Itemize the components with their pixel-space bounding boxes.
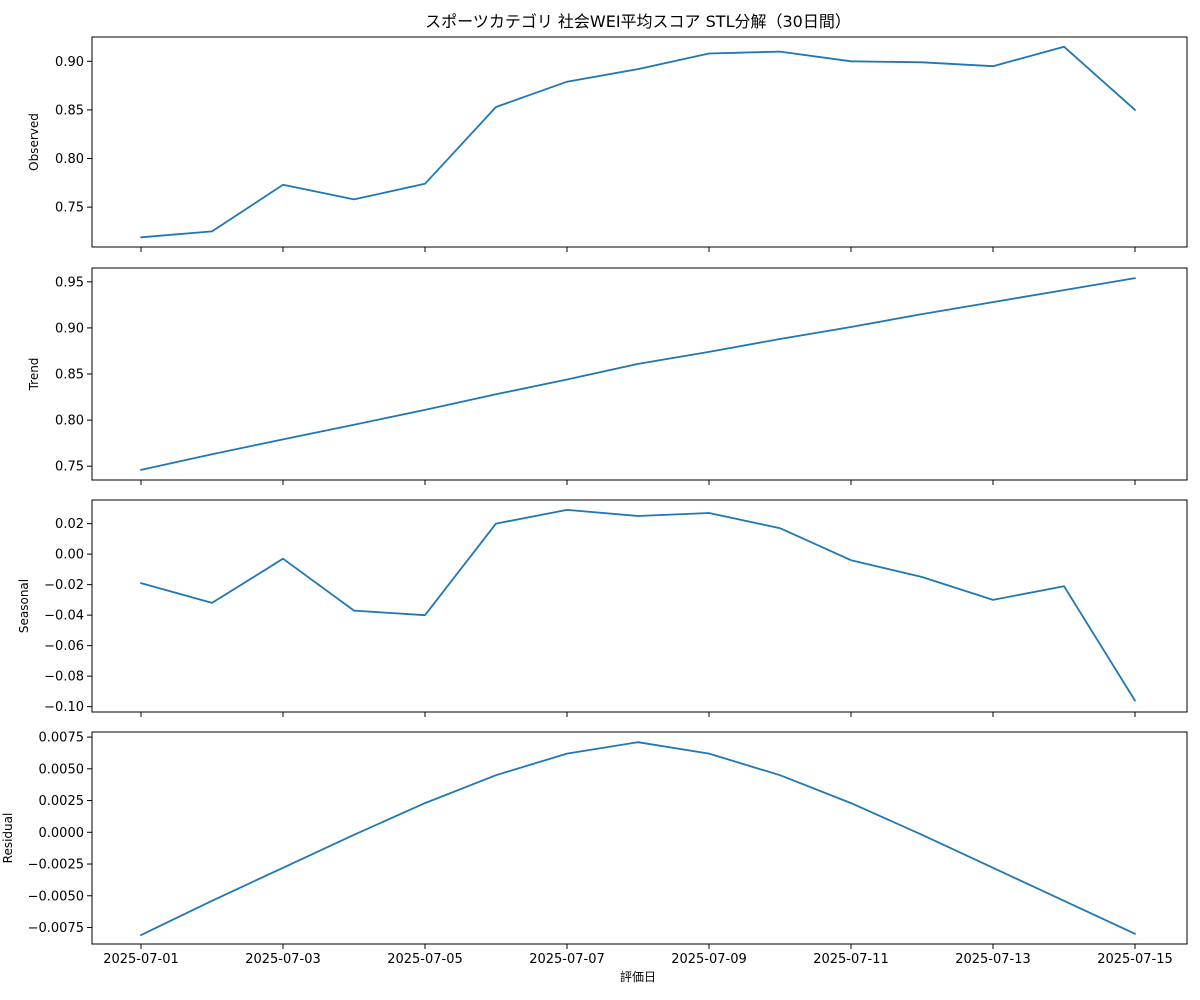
panel-seasonal: 0.02 0.00 −0.02 −0.04 −0.06 −0.08 −0.10 Seasona… bbox=[17, 499, 1188, 717]
y-tick-label: 0.0050 bbox=[39, 762, 85, 777]
y-tick-label: 0.0075 bbox=[39, 731, 85, 746]
y-tick-label: 0.80 bbox=[55, 152, 84, 167]
y-tick-label: 0.0025 bbox=[39, 794, 85, 809]
plot-frame bbox=[91, 731, 1188, 945]
x-tick-label: 2025-07-13 bbox=[955, 952, 1031, 967]
x-tick-label: 2025-07-15 bbox=[1097, 952, 1173, 967]
y-tick-label: −0.02 bbox=[44, 578, 84, 593]
y-tick-label: 0.85 bbox=[55, 103, 84, 118]
y-tick-label: −0.04 bbox=[44, 609, 84, 624]
y-tick-label: −0.10 bbox=[44, 700, 84, 715]
plot-frame bbox=[91, 499, 1188, 713]
y-axis-label-observed: Observed bbox=[27, 113, 41, 171]
y-tick-label: −0.0075 bbox=[28, 921, 84, 936]
y-tick-label: 0.00 bbox=[55, 548, 84, 563]
y-tick-label: −0.0050 bbox=[28, 889, 84, 904]
x-tick-label: 2025-07-09 bbox=[671, 952, 747, 967]
y-tick-label: 0.02 bbox=[55, 517, 84, 532]
plot-frame bbox=[91, 36, 1188, 248]
series-line-trend bbox=[140, 277, 1136, 471]
y-tick-label: −0.06 bbox=[44, 639, 84, 654]
y-tick-label: 0.85 bbox=[55, 368, 84, 383]
series-line-seasonal bbox=[140, 508, 1136, 702]
y-tick-label: −0.08 bbox=[44, 670, 84, 685]
y-axis-label-trend: Trend bbox=[27, 358, 41, 392]
x-tick-label: 2025-07-01 bbox=[103, 952, 179, 967]
x-tick-label: 2025-07-11 bbox=[813, 952, 889, 967]
y-tick-label: 0.90 bbox=[55, 321, 84, 336]
x-tick-label: 2025-07-05 bbox=[387, 952, 463, 967]
y-tick-label: 0.75 bbox=[55, 201, 84, 216]
x-tick-label: 2025-07-07 bbox=[529, 952, 605, 967]
panel-residual: 0.0075 0.0050 0.0025 0.0000 −0.0025 −0.0050 −0… bbox=[1, 731, 1188, 949]
x-axis-label: 評価日 bbox=[620, 969, 656, 984]
y-tick-label: 0.95 bbox=[55, 275, 84, 290]
y-tick-label: 0.75 bbox=[55, 460, 84, 475]
series-line-observed bbox=[140, 45, 1136, 239]
panel-trend: 0.75 0.80 0.85 0.90 0.95 Trend bbox=[27, 267, 1188, 485]
y-axis-label-seasonal: Seasonal bbox=[17, 579, 31, 633]
plot-frame bbox=[91, 267, 1188, 481]
x-tick-label: 2025-07-03 bbox=[245, 952, 321, 967]
y-axis-label-residual: Residual bbox=[1, 813, 15, 864]
y-tick-label: −0.0025 bbox=[28, 858, 84, 873]
y-tick-label: 0.0000 bbox=[39, 826, 85, 841]
series-line-residual bbox=[140, 741, 1136, 936]
y-tick-label: 0.90 bbox=[55, 55, 84, 70]
chart-title: スポーツカテゴリ 社会WEI平均スコア STL分解（30日間） bbox=[425, 12, 851, 31]
y-tick-label: 0.80 bbox=[55, 414, 84, 429]
panels: 0.75 0.80 0.85 0.90 Observed 0.75 0.80 0.85 0.90… bbox=[1, 36, 1188, 967]
panel-observed: 0.75 0.80 0.85 0.90 Observed bbox=[27, 36, 1188, 252]
